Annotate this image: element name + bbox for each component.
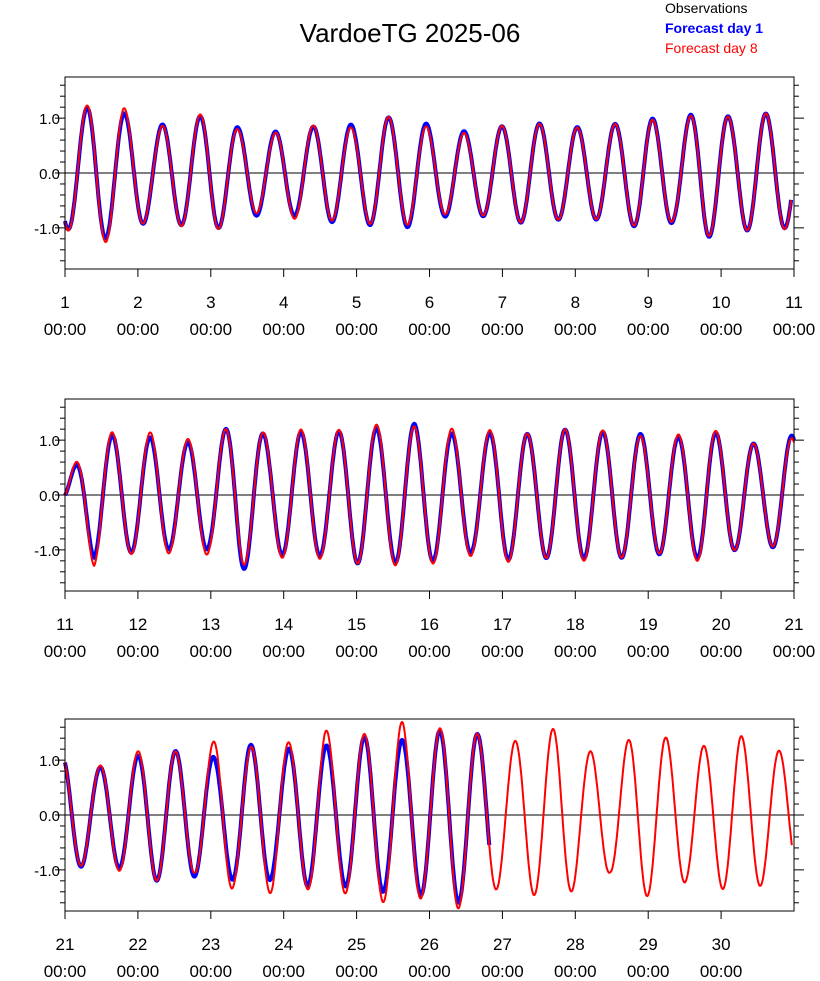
x-tick-label-day: 11 <box>56 615 74 634</box>
x-tick-label-day: 15 <box>347 615 366 634</box>
x-tick-label-time: 00:00 <box>117 962 160 981</box>
x-tick-label-time: 00:00 <box>627 320 670 339</box>
legend-entry-forecast-day-8: Forecast day 8 <box>665 40 758 56</box>
x-tick-label-time: 00:00 <box>554 642 597 661</box>
x-tick-label-time: 00:00 <box>190 642 233 661</box>
y-tick-label: 0.0 <box>39 166 60 183</box>
series-line-forecast-day-8 <box>64 423 795 567</box>
x-tick-label-time: 00:00 <box>262 642 305 661</box>
x-tick-label-time: 00:00 <box>408 962 451 981</box>
panels-group: -1.0 0.0 1.0 1 00:00 2 00:00 3 00:00 4 00:00 5 00:00… <box>34 76 816 981</box>
x-tick-label-time: 00:00 <box>117 320 160 339</box>
x-tick-label-day: 8 <box>571 293 580 312</box>
legend-entry-observations: Observations <box>665 0 747 16</box>
x-tick-label-day: 21 <box>785 615 804 634</box>
series-line-forecast-day-8 <box>64 721 793 910</box>
y-tick-label: 0.0 <box>39 808 60 825</box>
x-tick-label-day: 28 <box>566 935 585 954</box>
x-tick-label-day: 20 <box>712 615 731 634</box>
x-tick-label-time: 00:00 <box>700 962 743 981</box>
x-tick-label-time: 00:00 <box>408 320 451 339</box>
x-tick-label-day: 22 <box>128 935 147 954</box>
x-tick-label-day: 25 <box>347 935 366 954</box>
x-tick-label-time: 00:00 <box>44 962 87 981</box>
x-tick-label-time: 00:00 <box>44 320 87 339</box>
x-tick-label-day: 3 <box>206 293 215 312</box>
x-tick-label-time: 00:00 <box>335 642 378 661</box>
x-tick-label-time: 00:00 <box>554 962 597 981</box>
x-tick-label-day: 6 <box>425 293 434 312</box>
x-tick-label-day: 7 <box>498 293 507 312</box>
x-tick-label-time: 00:00 <box>190 962 233 981</box>
x-tick-label-day: 12 <box>128 615 147 634</box>
x-tick-label-time: 00:00 <box>773 320 816 339</box>
x-tick-label-day: 19 <box>639 615 658 634</box>
panel-2: -1.0 0.0 1.0 11 00:00 12 00:00 13 00:00 14 00:00 15… <box>34 398 816 661</box>
x-tick-label-day: 21 <box>56 935 75 954</box>
x-tick-label-time: 00:00 <box>481 320 524 339</box>
x-tick-label-day: 27 <box>493 935 512 954</box>
x-tick-label-day: 13 <box>201 615 220 634</box>
x-tick-label-day: 18 <box>566 615 585 634</box>
x-tick-label-time: 00:00 <box>44 642 87 661</box>
x-tick-label-day: 17 <box>493 615 512 634</box>
x-tick-label-time: 00:00 <box>554 320 597 339</box>
x-tick-label-time: 00:00 <box>773 642 816 661</box>
legend: Observations Forecast day 1 Forecast day… <box>665 0 763 56</box>
x-tick-label-day: 29 <box>639 935 658 954</box>
x-tick-label-time: 00:00 <box>481 962 524 981</box>
y-tick-label: 1.0 <box>39 111 60 128</box>
x-tick-label-day: 30 <box>712 935 731 954</box>
x-tick-label-day: 14 <box>274 615 293 634</box>
x-tick-label-day: 2 <box>133 293 142 312</box>
x-tick-label-day: 9 <box>643 293 652 312</box>
y-tick-label: 0.0 <box>39 488 60 505</box>
y-tick-label: 1.0 <box>39 753 60 770</box>
x-tick-label-day: 11 <box>785 293 803 312</box>
x-tick-label-day: 24 <box>274 935 293 954</box>
x-tick-label-time: 00:00 <box>335 320 378 339</box>
x-tick-label-time: 00:00 <box>335 962 378 981</box>
x-tick-label-day: 10 <box>712 293 731 312</box>
x-tick-label-time: 00:00 <box>700 320 743 339</box>
chart-title: VardoeTG 2025-06 <box>300 18 521 48</box>
x-tick-label-time: 00:00 <box>117 642 160 661</box>
legend-entry-forecast-day-1: Forecast day 1 <box>665 20 763 36</box>
series-line-forecast-day-8 <box>64 104 793 244</box>
y-tick-label: -1.0 <box>34 863 60 880</box>
x-tick-label-day: 5 <box>352 293 361 312</box>
panel-1: -1.0 0.0 1.0 1 00:00 2 00:00 3 00:00 4 00:00 5 00:00… <box>34 76 816 339</box>
x-tick-label-time: 00:00 <box>627 962 670 981</box>
x-tick-label-time: 00:00 <box>700 642 743 661</box>
y-tick-label: 1.0 <box>39 433 60 450</box>
x-tick-label-day: 23 <box>201 935 220 954</box>
x-tick-label-day: 16 <box>420 615 439 634</box>
y-tick-label: -1.0 <box>34 543 60 560</box>
panel-3: -1.0 0.0 1.0 21 00:00 22 00:00 23 00:00 24 00:00 25… <box>34 718 804 981</box>
x-tick-label-day: 4 <box>279 293 288 312</box>
y-tick-label: -1.0 <box>34 221 60 238</box>
x-tick-label-time: 00:00 <box>190 320 233 339</box>
x-tick-label-time: 00:00 <box>627 642 670 661</box>
x-tick-label-time: 00:00 <box>408 642 451 661</box>
x-tick-label-day: 26 <box>420 935 439 954</box>
x-tick-label-time: 00:00 <box>481 642 524 661</box>
x-tick-label-time: 00:00 <box>262 962 305 981</box>
x-tick-label-day: 1 <box>60 293 69 312</box>
x-tick-label-time: 00:00 <box>262 320 305 339</box>
